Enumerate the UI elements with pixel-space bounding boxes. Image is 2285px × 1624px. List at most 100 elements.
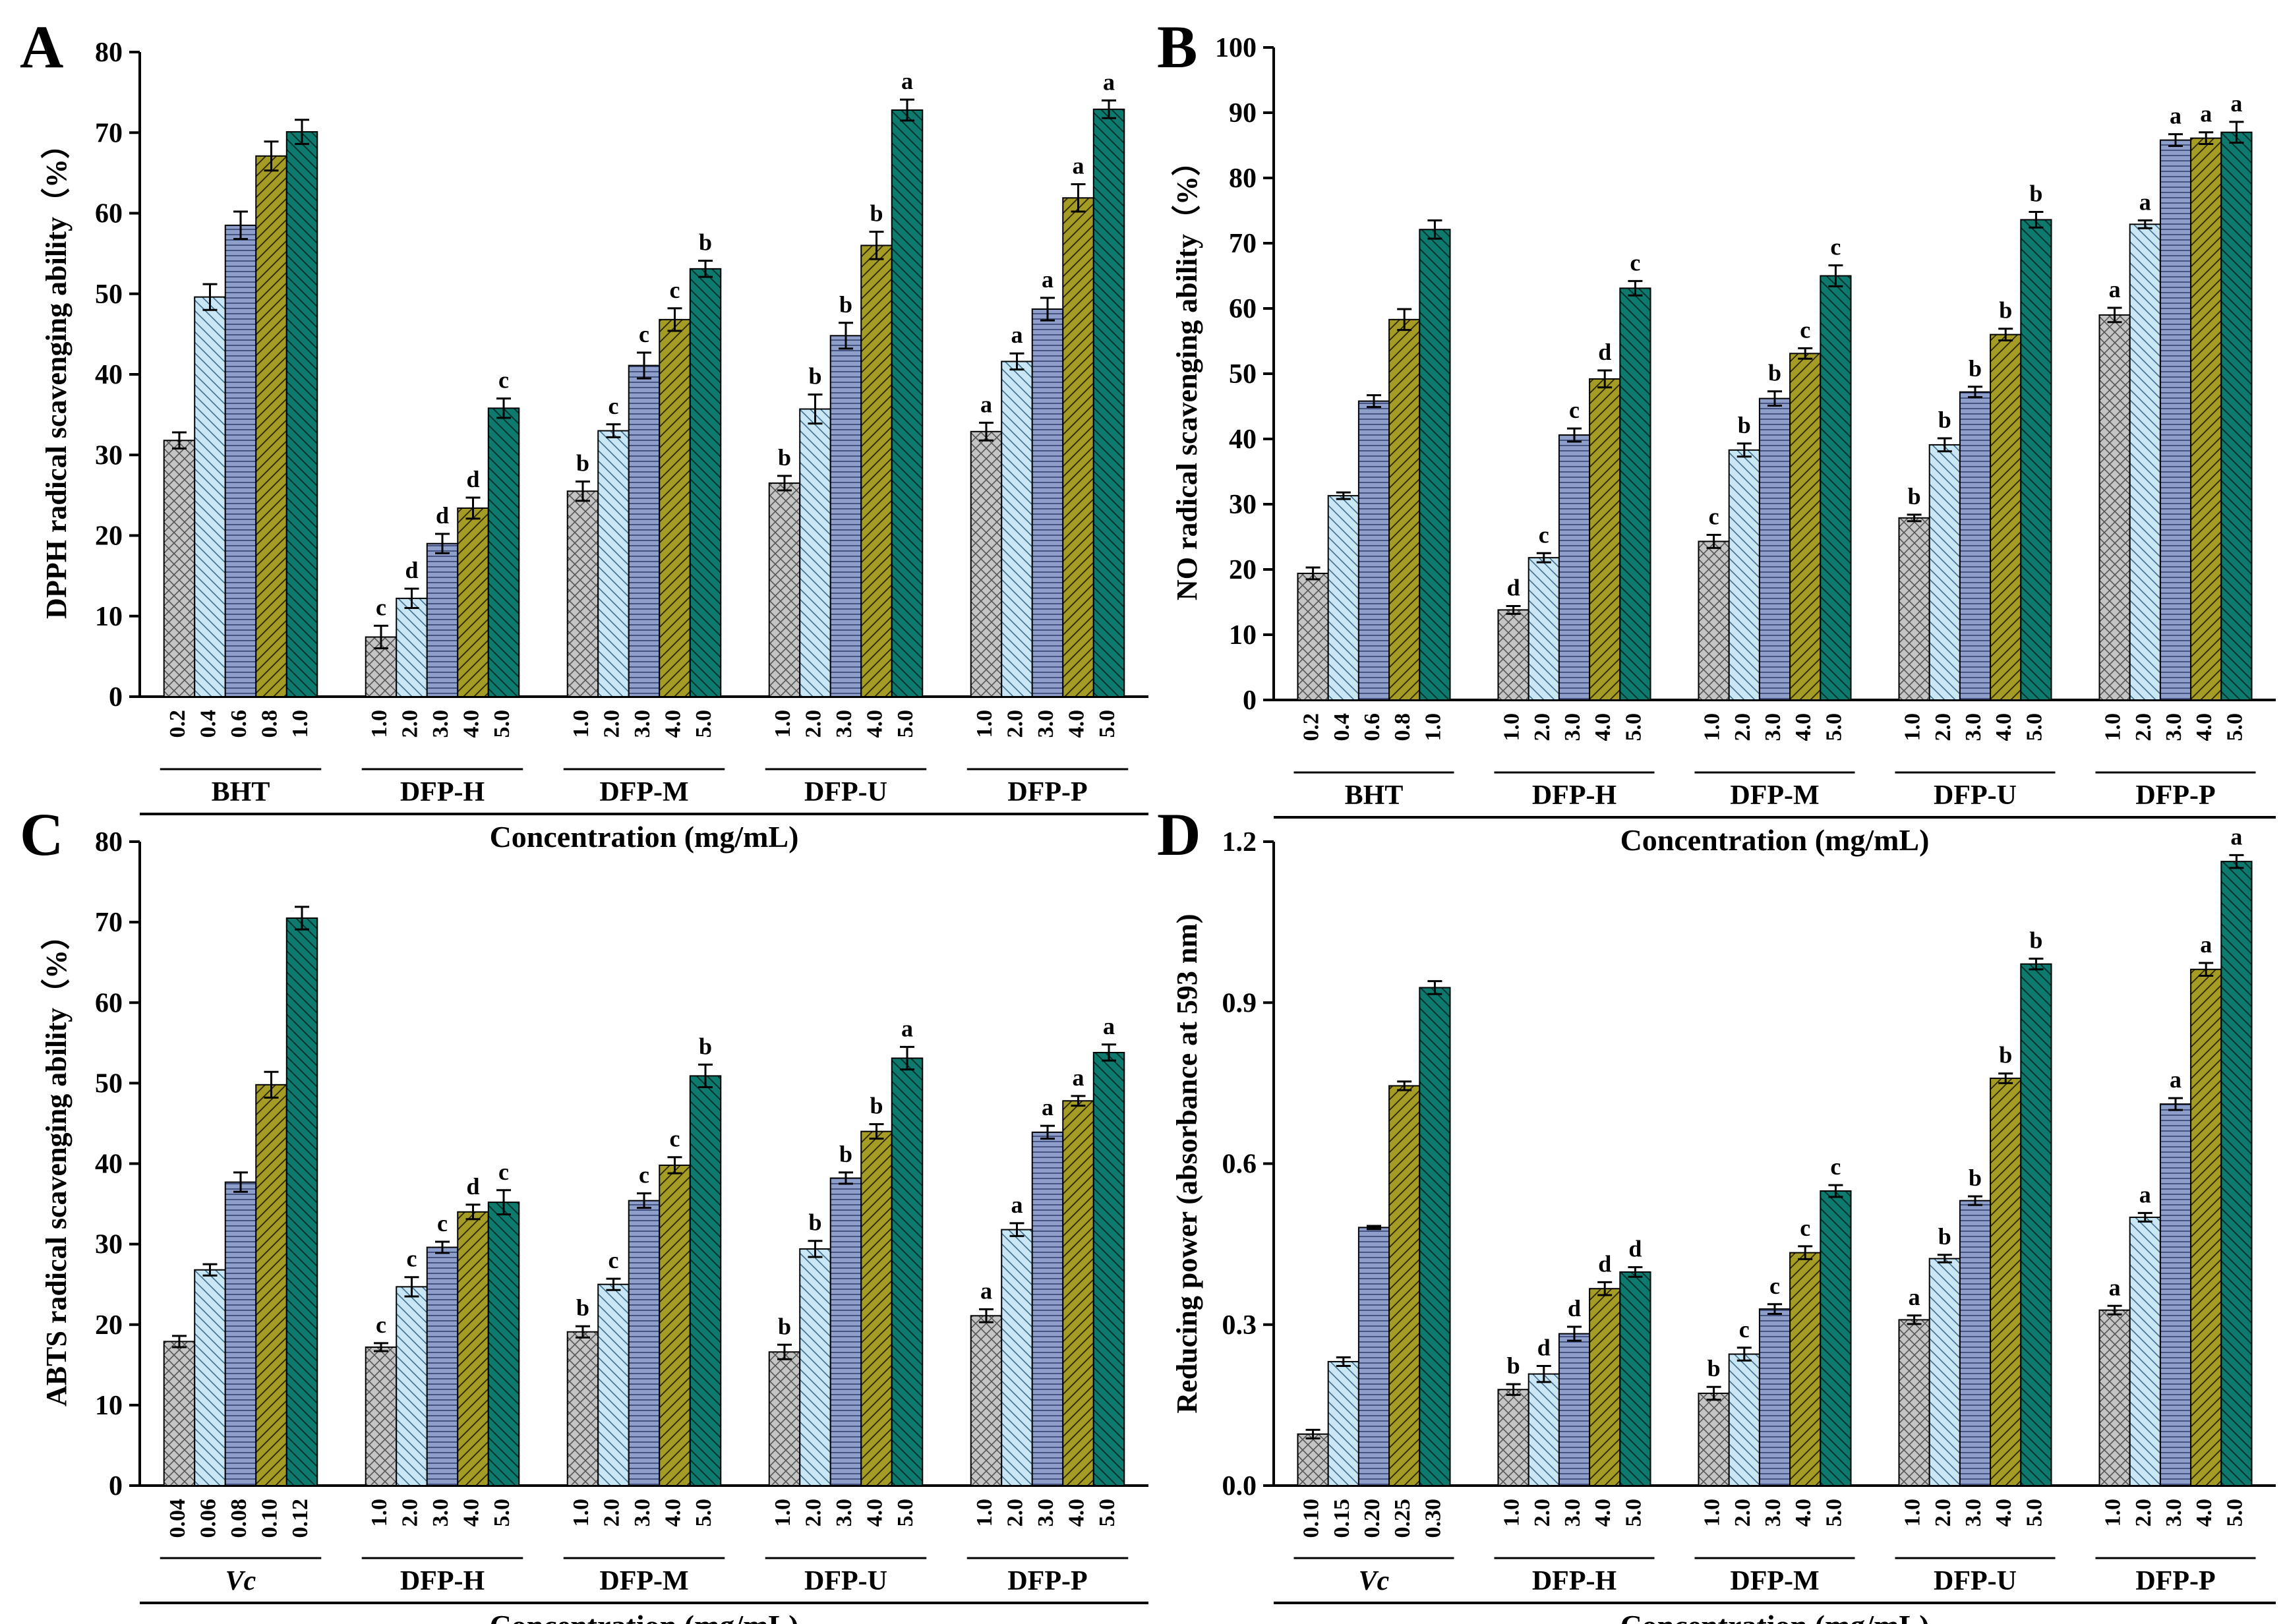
x-tick-label: 5.0 <box>1621 713 1646 741</box>
bar <box>1758 1308 1791 1486</box>
bar <box>1092 1051 1125 1486</box>
significance-letter: b <box>808 1209 821 1236</box>
bar <box>1001 1229 1033 1486</box>
panel-letter: A <box>20 13 63 80</box>
error-bar <box>435 533 450 554</box>
y-axis-label: NO radical scavenging ability（%） <box>1171 147 1203 600</box>
x-tick-label: 4.0 <box>1992 713 2016 741</box>
error-bar <box>1506 1383 1521 1396</box>
panel-letter: D <box>1157 801 1201 868</box>
significance-letter: b <box>778 444 791 471</box>
x-tick-label: 3.0 <box>1560 713 1585 741</box>
error-bar <box>1706 1385 1721 1401</box>
significance-letter: d <box>466 466 479 492</box>
y-tick-label: 20 <box>1229 555 1257 585</box>
bar <box>597 430 630 697</box>
y-tick-label: 50 <box>1229 359 1257 390</box>
error-bar <box>1009 352 1024 371</box>
bar-group-vc: 0.10 0.15 0.20 0.25 0.30 Vc <box>1293 980 1454 1596</box>
x-tick-label: 1.0 <box>1500 713 1524 741</box>
bar <box>1297 572 1329 701</box>
significance-letter: c <box>406 1246 417 1272</box>
error-bar <box>606 423 621 438</box>
error-bar <box>1536 1364 1551 1383</box>
significance-letter: b <box>870 1093 883 1119</box>
error-bar <box>295 906 310 931</box>
x-tick-label: 5.0 <box>1621 1499 1646 1527</box>
x-tick-label: 1.0 <box>288 710 312 738</box>
y-axis-label: ABTS radical scavenging ability（%） <box>40 921 73 1406</box>
error-bar <box>496 1189 512 1215</box>
error-bar <box>1071 183 1086 213</box>
x-tick-label: 1.0 <box>1901 713 1925 741</box>
error-bar <box>667 1156 682 1174</box>
error-bar <box>1968 386 1982 399</box>
x-tick-label: 4.0 <box>1591 713 1615 741</box>
x-tick-label: 2.0 <box>1931 1499 1955 1527</box>
x-tick-label: 2.0 <box>1530 713 1555 741</box>
error-bar <box>1767 1303 1782 1315</box>
bar <box>1789 353 1822 701</box>
significance-letter: a <box>1103 1013 1115 1039</box>
significance-letter: b <box>699 1033 712 1059</box>
bar <box>1327 495 1359 701</box>
bar-group-dfp-h: c 1.0 c 2.0 c 3.0 d 4.0 c 5.0 DFP-H <box>361 1159 523 1596</box>
significance-letter: c <box>608 393 618 419</box>
x-tick-label: 0.6 <box>1360 713 1384 741</box>
error-bar <box>637 1192 651 1209</box>
x-tick-label: 5.0 <box>2222 713 2247 741</box>
x-tick-label: 3.0 <box>429 710 453 738</box>
significance-letter: c <box>1830 1153 1841 1180</box>
y-tick-label: 10 <box>95 602 123 632</box>
x-tick-label: 4.0 <box>863 1499 887 1527</box>
significance-letter: b <box>576 1294 589 1321</box>
error-bar <box>1628 1266 1643 1278</box>
x-tick-label: 3.0 <box>1761 713 1785 741</box>
bar-group-dfp-u: b 1.0 b 2.0 b 3.0 b 4.0 a 5.0 DFP-U <box>765 1015 927 1596</box>
bar <box>426 542 459 697</box>
group-label: DFP-M <box>599 1566 688 1596</box>
error-bar <box>2137 1211 2152 1223</box>
error-bar <box>777 475 792 492</box>
x-tick-label: 1.0 <box>771 1499 795 1527</box>
error-bar <box>1736 1347 1752 1362</box>
error-bar <box>1102 99 1117 119</box>
significance-letter: b <box>1707 1355 1721 1381</box>
y-tick-label: 60 <box>95 199 123 229</box>
error-bar <box>1305 566 1321 581</box>
bar-group-vc: 0.04 0.06 0.08 0.10 0.12 Vc <box>160 906 322 1596</box>
bar <box>2129 1216 2161 1486</box>
x-tick-label: 5.0 <box>490 710 514 738</box>
x-tick-label: 1.0 <box>1700 1499 1725 1527</box>
panel-letter: B <box>1157 13 1197 80</box>
error-bar <box>295 119 310 145</box>
group-label: BHT <box>212 777 270 807</box>
x-tick-label: 1.0 <box>367 1499 392 1527</box>
bar <box>1558 1333 1591 1486</box>
significance-letter: b <box>839 291 852 318</box>
bar-group-dfp-h: b 1.0 d 2.0 d 3.0 d 4.0 d 5.0 DFP-H <box>1494 1236 1655 1596</box>
y-tick-label: 0.9 <box>1222 988 1257 1018</box>
significance-letter: c <box>1569 397 1580 423</box>
x-tick-label: 4.0 <box>1065 1499 1089 1527</box>
significance-letter: a <box>2139 188 2151 215</box>
significance-letter: a <box>2139 1181 2151 1207</box>
bar <box>2190 968 2222 1486</box>
group-label: DFP-U <box>804 1566 887 1596</box>
x-tick-label: 2.0 <box>1731 713 1755 741</box>
error-bar <box>2137 219 2152 229</box>
x-tick-label: 3.0 <box>1560 1499 1585 1527</box>
error-bar <box>373 624 388 650</box>
bar <box>1928 1258 1961 1487</box>
significance-letter: b <box>1969 355 1982 382</box>
error-bar <box>1597 369 1613 389</box>
error-bar <box>1009 1222 1024 1237</box>
error-bar <box>1907 1314 1922 1325</box>
error-bar <box>1567 1325 1582 1342</box>
x-tick-label: 0.4 <box>1330 713 1354 741</box>
x-tick-label: 1.0 <box>1700 713 1725 741</box>
x-tick-label: 0.2 <box>165 710 190 738</box>
significance-letter: b <box>1938 407 1951 433</box>
error-bar <box>496 397 512 419</box>
group-label: DFP-U <box>1934 780 2017 811</box>
